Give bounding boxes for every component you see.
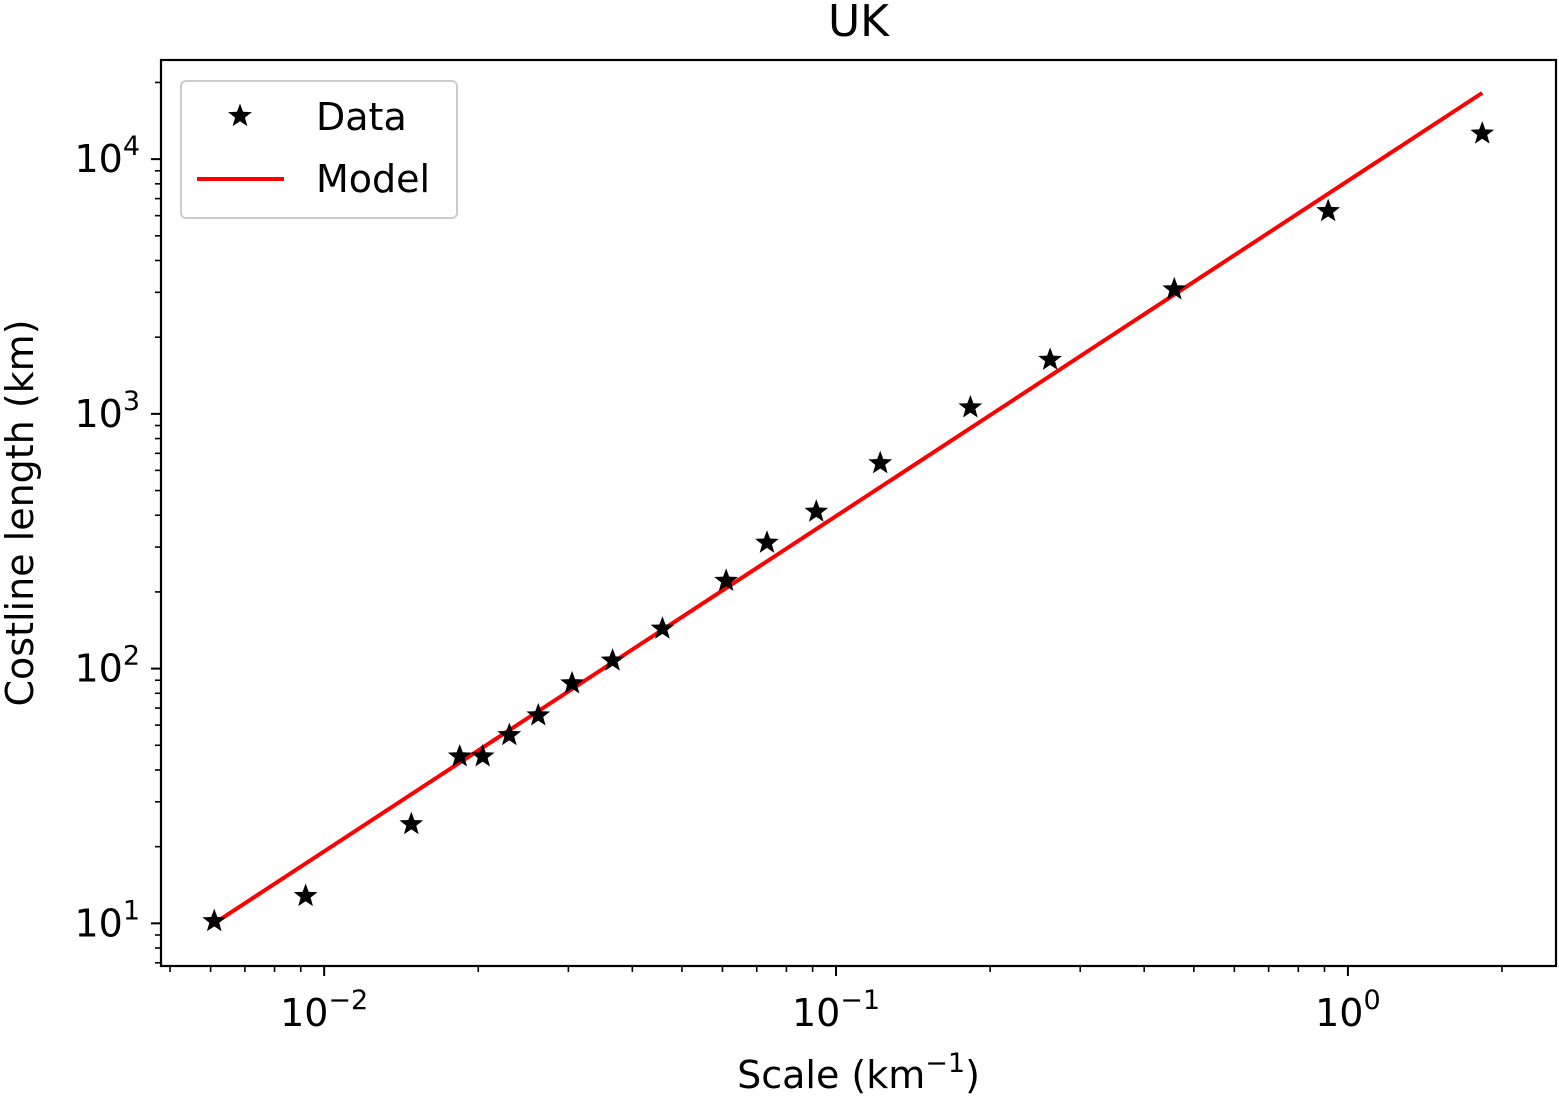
data-point xyxy=(470,743,495,767)
data-point xyxy=(958,394,983,418)
legend-data-marker xyxy=(228,103,252,127)
x-tick-label: 10−1 xyxy=(792,985,880,1035)
data-point xyxy=(714,568,739,591)
data-point xyxy=(868,450,893,474)
x-axis: 10−2 10−1 100 Scale (km−1) xyxy=(169,966,1503,1096)
y-tick-label: 102 xyxy=(74,641,140,691)
data-point xyxy=(650,616,675,639)
legend-label-data: Data xyxy=(316,95,407,139)
data-point xyxy=(399,811,424,835)
chart-title: UK xyxy=(828,0,890,47)
plot-area xyxy=(159,58,1558,968)
y-axis-label: Costline length (km) xyxy=(0,319,42,706)
model-line xyxy=(213,91,1484,926)
data-point xyxy=(447,743,472,767)
x-axis-label: Scale (km−1) xyxy=(737,1048,980,1096)
x-tick-label: 100 xyxy=(1315,985,1381,1035)
data-point xyxy=(202,908,227,932)
chart-title-group: UK xyxy=(828,0,890,47)
plot-frame xyxy=(159,58,1558,968)
data-point xyxy=(755,530,779,553)
y-axis: 101 102 103 104 Costline length (km) xyxy=(0,81,161,964)
data-point xyxy=(1162,276,1187,300)
data-point xyxy=(1038,347,1063,370)
legend: Data Model xyxy=(180,80,458,219)
y-tick-label: 101 xyxy=(74,895,140,945)
data-point xyxy=(600,648,625,671)
data-point xyxy=(526,702,551,726)
data-point xyxy=(1316,198,1341,222)
x-tick-label: 10−2 xyxy=(280,985,368,1035)
y-tick-label: 104 xyxy=(74,131,140,181)
data-point xyxy=(560,670,584,694)
data-point xyxy=(497,722,522,746)
data-point xyxy=(293,883,318,907)
data-point xyxy=(1470,121,1495,144)
legend-label-model: Model xyxy=(316,157,430,201)
y-tick-label: 103 xyxy=(74,386,140,436)
legend-box xyxy=(180,80,458,219)
data-point xyxy=(804,499,829,522)
